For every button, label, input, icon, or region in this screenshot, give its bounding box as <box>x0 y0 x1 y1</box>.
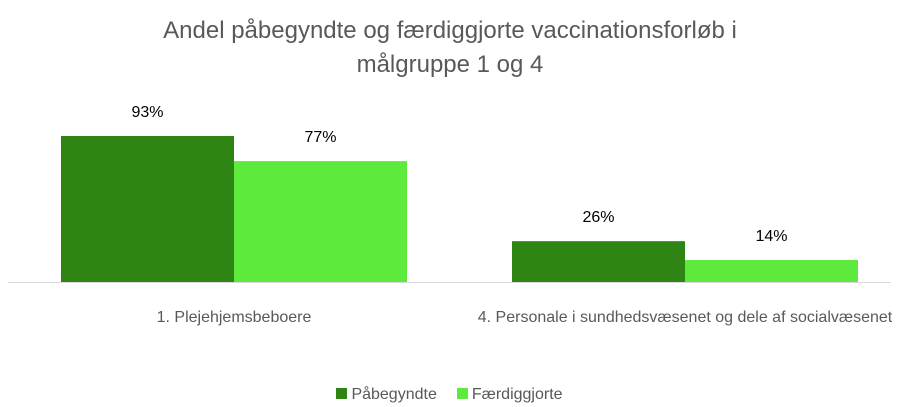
legend: Påbegyndte Færdiggjorte <box>0 386 899 404</box>
chart-title: Andel påbegyndte og færdiggjorte vaccina… <box>163 17 737 78</box>
data-label: 93% <box>131 103 164 121</box>
data-label: 14% <box>755 228 788 246</box>
x-tick-label: 1. Plejehjemsbeboere <box>156 309 312 326</box>
data-label: 77% <box>304 129 337 147</box>
legend-swatch <box>336 388 348 399</box>
legend-item: Færdiggjorte <box>456 386 563 404</box>
bar <box>512 241 685 282</box>
bar <box>61 135 234 282</box>
bar <box>234 161 407 282</box>
legend-label: Påbegyndte <box>351 386 437 403</box>
data-label: 26% <box>582 209 615 227</box>
x-tick-label: 4. Personale i sundhedsvæsenet og dele a… <box>477 309 893 326</box>
legend-label: Færdiggjorte <box>471 386 563 403</box>
legend-item: Påbegyndte <box>336 386 437 404</box>
bar <box>685 260 858 282</box>
legend-swatch <box>456 388 468 399</box>
